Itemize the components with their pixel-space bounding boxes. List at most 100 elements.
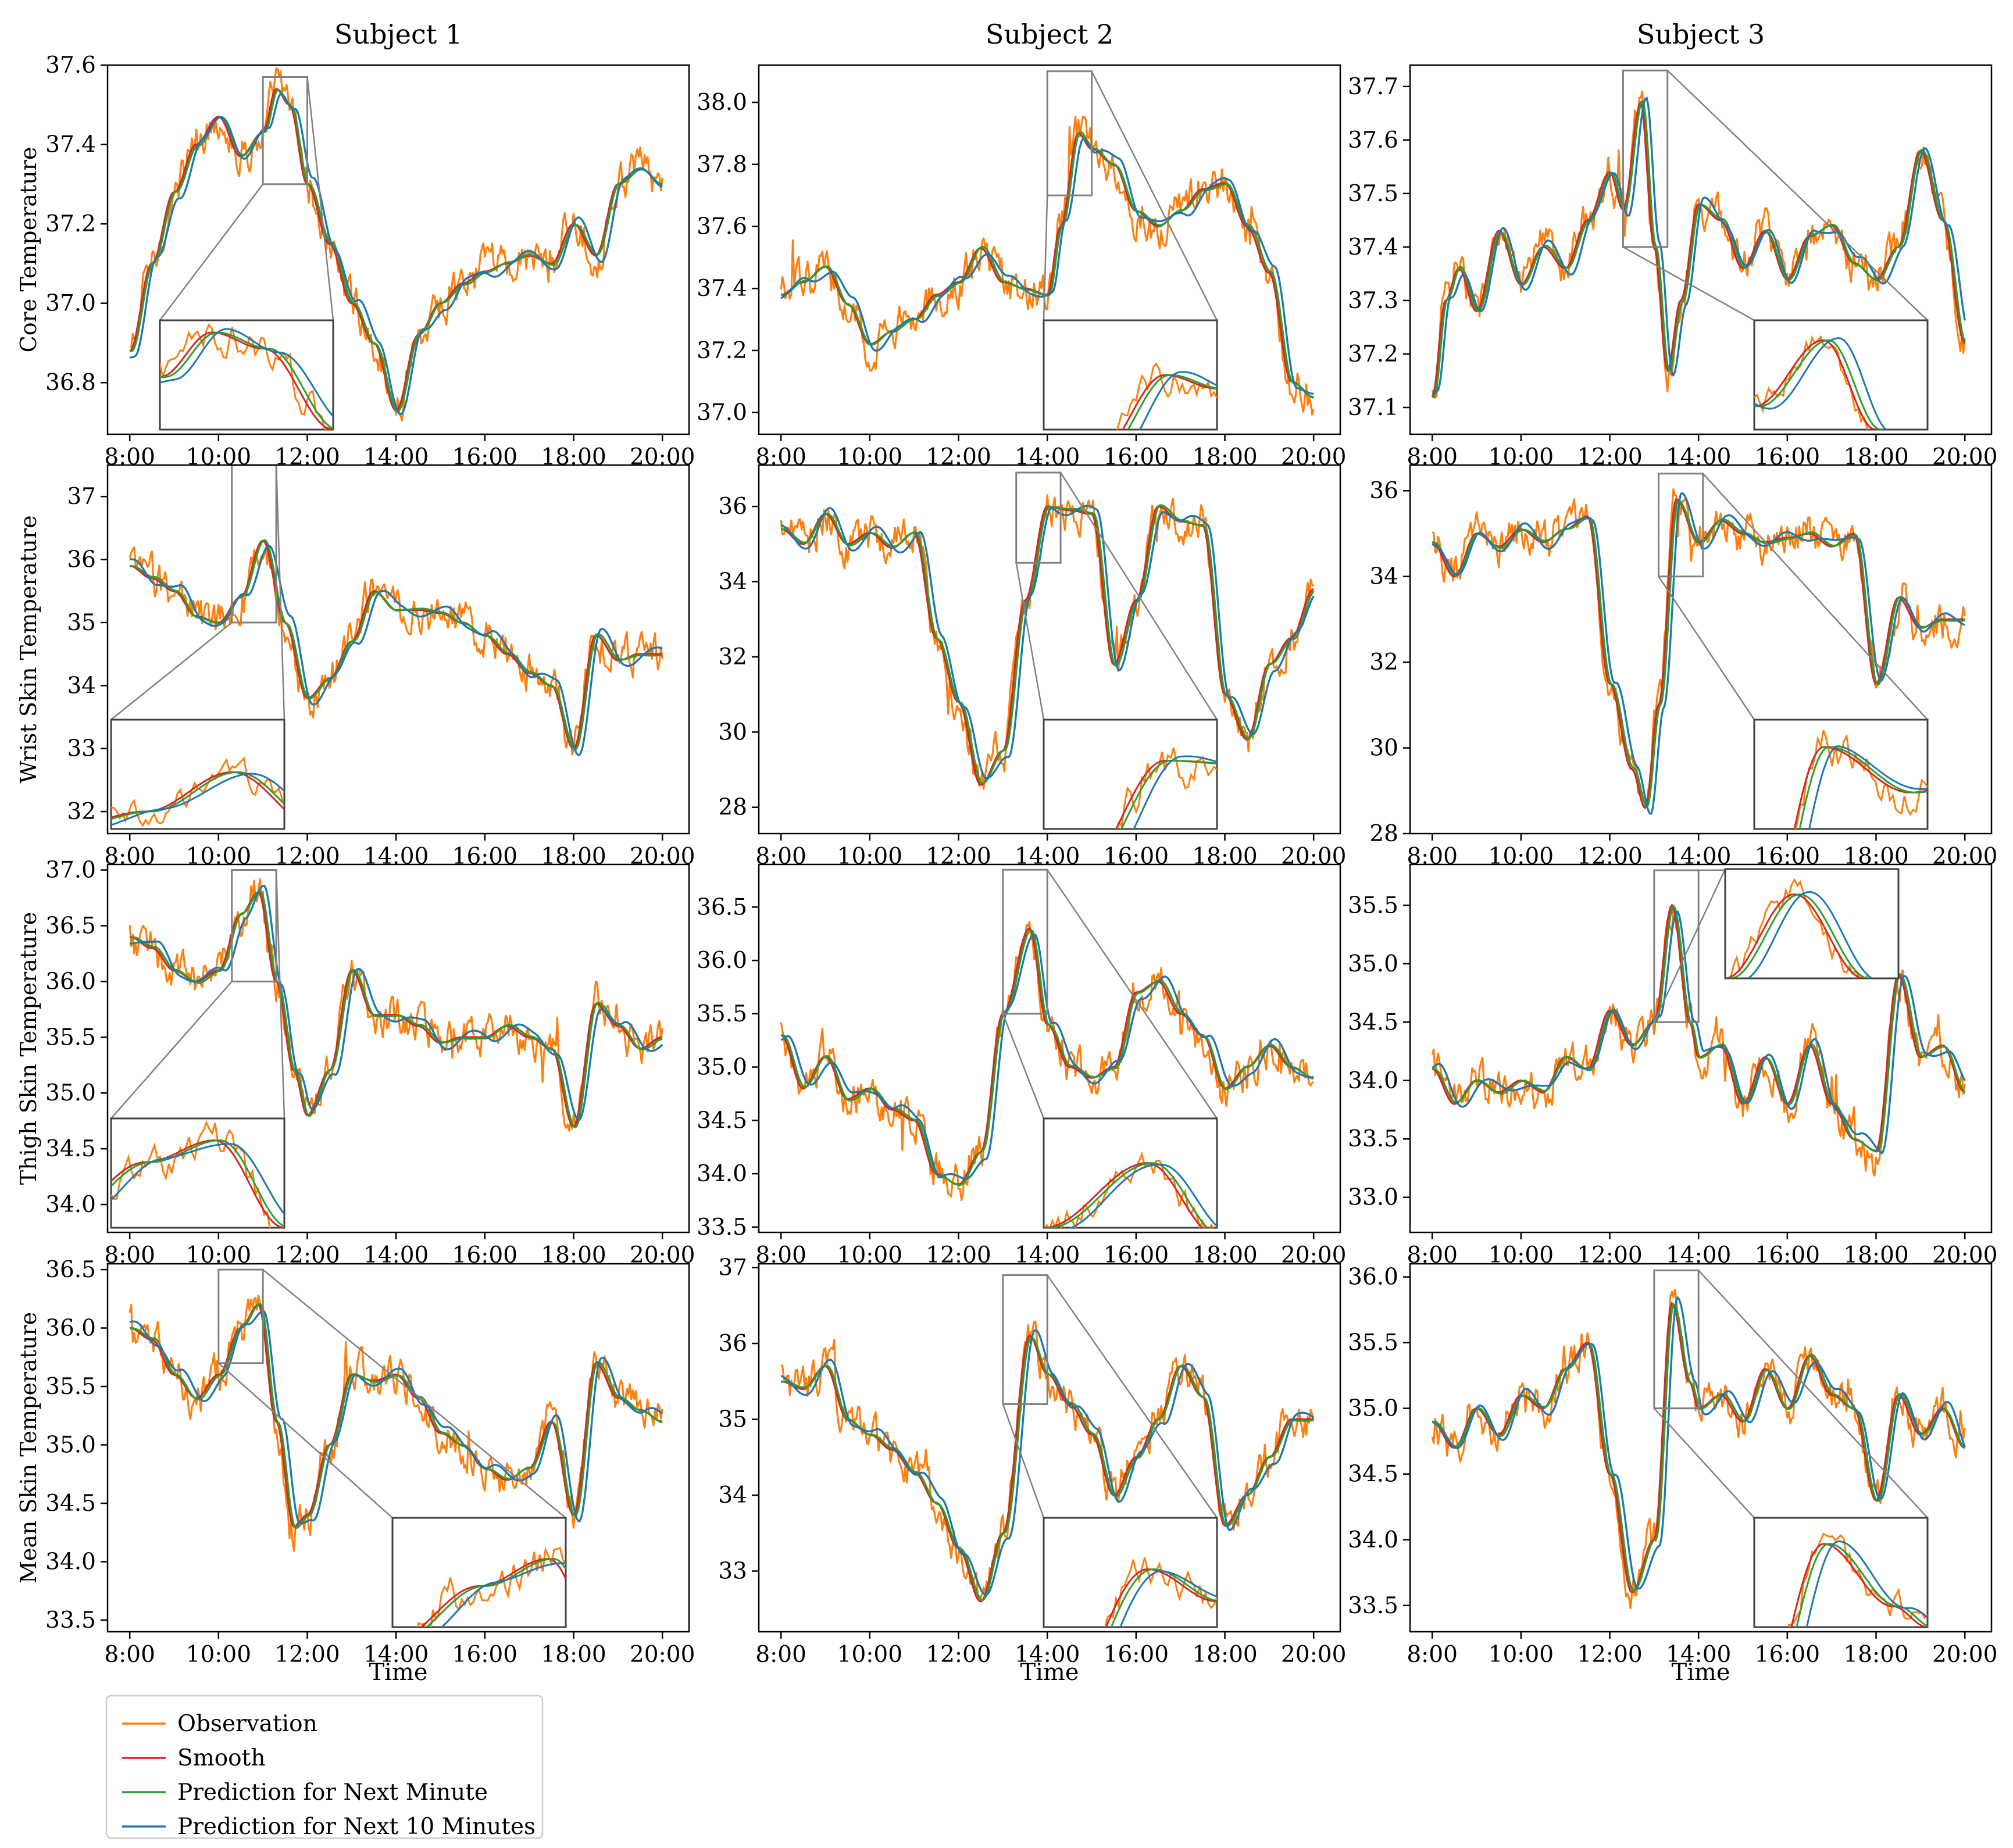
panel-r2-c3: 8:00 10:00 12:00 14:00 16:00 18:00 20:00 28 30 32…: [1369, 464, 1997, 870]
y-tick-label: 32: [1369, 649, 1398, 675]
x-tick-label: 8:00: [104, 1642, 155, 1668]
axes-frame: [1409, 64, 1993, 435]
y-tick-label: 33: [718, 1559, 747, 1585]
inset-prediction-next-minute-line: [1110, 1568, 1217, 1627]
axes-frame: [758, 64, 1341, 435]
inset-prediction-next-10-minutes-line: [1138, 371, 1217, 430]
panel-r2-c2: 8:00 10:00 12:00 14:00 16:00 18:00 20:00 28 30 32…: [718, 464, 1346, 870]
inset-observation-line: [1116, 362, 1217, 430]
series-lines: [129, 1294, 663, 1552]
x-tick-label: 10:00: [837, 1642, 902, 1668]
inset-prediction-next-minute-line: [1725, 893, 1873, 978]
inset-series: [1115, 747, 1217, 829]
zoom-source-box: [1622, 69, 1669, 248]
prediction-next-minute-line: [130, 890, 663, 1129]
panel-r1-c1: 8:00 10:00 12:00 14:00 16:00 18:00 20:00 36.8 37…: [16, 52, 695, 470]
x-tick-label: 20:00: [630, 843, 695, 870]
y-tick-label: 35.0: [1348, 1396, 1398, 1422]
x-tick-label: 18:00: [541, 444, 606, 470]
y-tick-label: 35.0: [45, 1080, 96, 1106]
x-tick-label: 8:00: [104, 444, 155, 470]
axes-frame: [1409, 863, 1993, 1234]
x-tick-label: 14:00: [1666, 1642, 1731, 1668]
inset-prediction-next-10-minutes-line: [1119, 1570, 1217, 1627]
zoom-inset: [1015, 471, 1218, 830]
panel-r4-c2: 8:00 10:00 12:00 14:00 16:00 18:00 20:00 33 34 35…: [718, 1255, 1346, 1686]
y-tick-label: 34: [67, 673, 96, 699]
legend: Observation Smooth Prediction for Next Min…: [105, 1695, 544, 1840]
observation-line: [780, 494, 1315, 790]
x-tick-label: 14:00: [1666, 444, 1731, 470]
inset-observation-line: [160, 323, 332, 430]
y-tick-label: 37: [67, 484, 96, 510]
x-tick-label: 20:00: [1932, 843, 1997, 870]
y-tick-label: 35.0: [697, 1055, 747, 1081]
y-tick-label: 36: [1369, 478, 1398, 504]
zoom-connector: [159, 184, 264, 321]
x-tick-label: 12:00: [274, 444, 340, 470]
x-tick-label: 18:00: [1843, 444, 1908, 470]
prediction-next-minute-line: [130, 539, 663, 751]
inset-prediction-next-10-minutes-line: [111, 773, 284, 826]
prediction-next-10-minutes-line: [1432, 96, 1966, 395]
zoom-inset: [159, 76, 334, 431]
axes-frame: [106, 464, 690, 835]
zoom-connector: [306, 77, 334, 321]
inset-prediction-next-10-minutes-line: [1754, 337, 1887, 430]
y-tick-label: 35.5: [45, 1374, 96, 1400]
y-tick-label: 34: [718, 569, 747, 595]
zoom-source-box: [1653, 1269, 1700, 1410]
zoom-source-box: [217, 1268, 264, 1364]
y-tick-label: 34.0: [1348, 1068, 1398, 1094]
panel-r3-c1: 8:00 10:00 12:00 14:00 16:00 18:00 20:0034.034…: [16, 857, 695, 1268]
y-tick-label: 35.5: [45, 1024, 96, 1050]
axes-frame: [1409, 1263, 1993, 1633]
x-tick-label: 20:00: [630, 1642, 695, 1668]
y-tick-label: 33.5: [697, 1214, 747, 1241]
x-tick-label: 20:00: [1281, 843, 1346, 870]
x-tick-label: 16:00: [1104, 843, 1169, 870]
x-tick-label: 8:00: [755, 1642, 806, 1668]
y-tick-label: 37.4: [697, 276, 747, 302]
zoom-inset: [217, 1268, 567, 1628]
y-tick-label: 37.1: [1348, 395, 1398, 421]
prediction-next-10-minutes-line: [129, 885, 663, 1121]
prediction-next-minute-line: [781, 504, 1315, 785]
inset-frame: [1724, 868, 1900, 980]
x-tick-label: 10:00: [186, 444, 251, 470]
inset-observation-line: [1104, 1557, 1217, 1627]
zoom-connector: [1653, 868, 1726, 1023]
inset-observation-line: [1787, 1532, 1928, 1627]
x-tick-label: 10:00: [1489, 843, 1554, 870]
inset-series: [111, 756, 284, 827]
zoom-connector: [275, 464, 285, 720]
x-tick-label: 8:00: [1407, 444, 1458, 470]
inset-frame: [1753, 319, 1929, 431]
x-tick-label: 10:00: [837, 843, 902, 870]
zoom-connector: [1658, 576, 1755, 720]
inset-prediction-next-minute-line: [1044, 1162, 1209, 1228]
inset-frame: [1753, 719, 1929, 830]
zoom-connector: [1047, 869, 1218, 1119]
y-tick-label: 30: [718, 719, 747, 745]
zoom-inset: [1657, 473, 1929, 830]
panel-r3-c3: 8:00 10:00 12:00 14:00 16:00 18:00 20:0033.033…: [1348, 863, 1997, 1268]
y-tick-label: 36.0: [45, 1316, 96, 1342]
x-tick-label: 20:00: [1932, 444, 1997, 470]
inset-series: [1104, 1557, 1217, 1627]
inset-smooth-line: [1725, 893, 1868, 978]
x-tick-label: 18:00: [1843, 843, 1908, 870]
x-tick-label: 16:00: [1755, 1642, 1820, 1668]
x-tick-label: 8:00: [104, 843, 155, 870]
zoom-connector: [1666, 70, 1928, 321]
x-tick-label: 20:00: [630, 444, 695, 470]
panel-r1-c3: 8:00 10:00 12:00 14:00 16:00 18:00 20:00 37.1 37…: [1348, 64, 1997, 470]
zoom-connector: [1622, 246, 1755, 321]
y-tick-label: 35.5: [697, 1001, 747, 1027]
series-lines: [129, 67, 663, 421]
zoom-connector: [1047, 1274, 1218, 1518]
observation-line: [1431, 904, 1966, 1177]
x-tick-label: 18:00: [1192, 843, 1257, 870]
x-tick-label: 8:00: [755, 444, 806, 470]
